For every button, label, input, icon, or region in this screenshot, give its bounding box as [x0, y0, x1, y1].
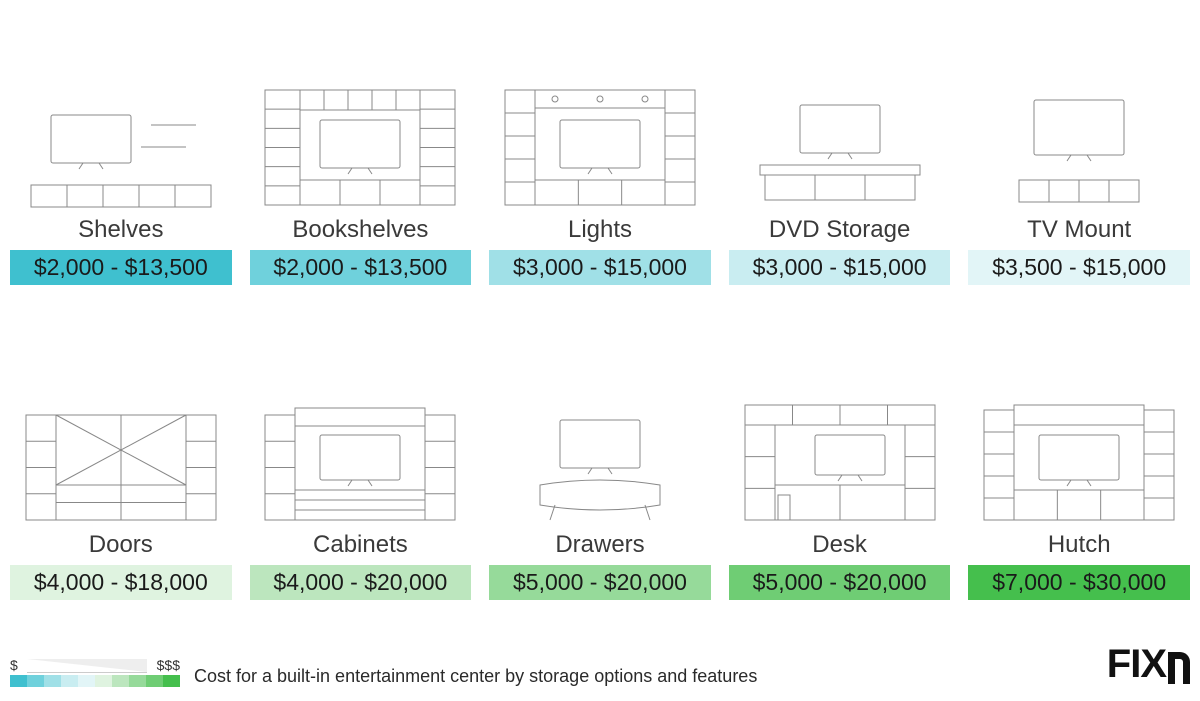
illustration-drawers	[489, 355, 711, 525]
illustration-lights	[489, 40, 711, 210]
price-badge: $5,000 - $20,000	[729, 565, 951, 600]
price-badge: $4,000 - $20,000	[250, 565, 472, 600]
illustration-bookshelves	[250, 40, 472, 210]
lights-icon	[500, 85, 700, 210]
shelves-icon	[21, 85, 221, 210]
swatch	[10, 675, 27, 687]
option-label: Drawers	[555, 531, 644, 559]
option-label: Lights	[568, 216, 632, 244]
option-label: Bookshelves	[292, 216, 428, 244]
caption: Cost for a built-in entertainment center…	[194, 666, 1093, 687]
logo-r-icon	[1168, 652, 1190, 684]
option-label: Shelves	[78, 216, 163, 244]
option-drawers: Drawers $5,000 - $20,000	[489, 355, 711, 600]
price-badge: $3,000 - $15,000	[489, 250, 711, 285]
price-legend: $ $$$	[10, 657, 180, 687]
option-bookshelves: Bookshelves $2,000 - $13,500	[250, 40, 472, 285]
drawers-icon	[500, 400, 700, 525]
option-label: TV Mount	[1027, 216, 1131, 244]
illustration-shelves	[10, 40, 232, 210]
illustration-dvd	[729, 40, 951, 210]
swatch	[112, 675, 129, 687]
swatch	[163, 675, 180, 687]
option-cabinets: Cabinets $4,000 - $20,000	[250, 355, 472, 600]
fixr-logo: FIX	[1107, 642, 1190, 687]
swatch	[129, 675, 146, 687]
cabinets-icon	[260, 400, 460, 525]
illustration-doors	[10, 355, 232, 525]
option-desk: Desk $5,000 - $20,000	[729, 355, 951, 600]
option-hutch: Hutch $7,000 - $30,000	[968, 355, 1190, 600]
legend-wedge	[27, 659, 147, 673]
price-badge: $4,000 - $18,000	[10, 565, 232, 600]
swatch	[146, 675, 163, 687]
option-label: Desk	[812, 531, 867, 559]
swatch	[78, 675, 95, 687]
price-badge: $2,000 - $13,500	[250, 250, 472, 285]
swatch	[95, 675, 112, 687]
dvd-icon	[740, 85, 940, 210]
tvmount-icon	[979, 85, 1179, 210]
bookshelves-icon	[260, 85, 460, 210]
price-badge: $3,000 - $15,000	[729, 250, 951, 285]
legend-swatches	[10, 675, 180, 687]
options-grid: Shelves $2,000 - $13,500 Bookshelves $2,…	[10, 40, 1190, 600]
price-badge: $3,500 - $15,000	[968, 250, 1190, 285]
option-label: Cabinets	[313, 531, 408, 559]
desk-icon	[740, 400, 940, 525]
option-label: Hutch	[1048, 531, 1111, 559]
price-badge: $7,000 - $30,000	[968, 565, 1190, 600]
hutch-icon	[979, 400, 1179, 525]
doors-icon	[21, 400, 221, 525]
option-shelves: Shelves $2,000 - $13,500	[10, 40, 232, 285]
illustration-tvmount	[968, 40, 1190, 210]
legend-low: $	[10, 657, 18, 673]
option-lights: Lights $3,000 - $15,000	[489, 40, 711, 285]
illustration-desk	[729, 355, 951, 525]
illustration-cabinets	[250, 355, 472, 525]
illustration-hutch	[968, 355, 1190, 525]
price-badge: $5,000 - $20,000	[489, 565, 711, 600]
swatch	[27, 675, 44, 687]
swatch	[61, 675, 78, 687]
option-tv-mount: TV Mount $3,500 - $15,000	[968, 40, 1190, 285]
option-doors: Doors $4,000 - $18,000	[10, 355, 232, 600]
price-badge: $2,000 - $13,500	[10, 250, 232, 285]
logo-text: FIX	[1107, 642, 1166, 687]
option-label: DVD Storage	[769, 216, 910, 244]
legend-high: $$$	[157, 657, 180, 673]
option-dvd-storage: DVD Storage $3,000 - $15,000	[729, 40, 951, 285]
option-label: Doors	[89, 531, 153, 559]
footer: $ $$$ Cost for a built-in entertainment …	[10, 642, 1190, 687]
swatch	[44, 675, 61, 687]
